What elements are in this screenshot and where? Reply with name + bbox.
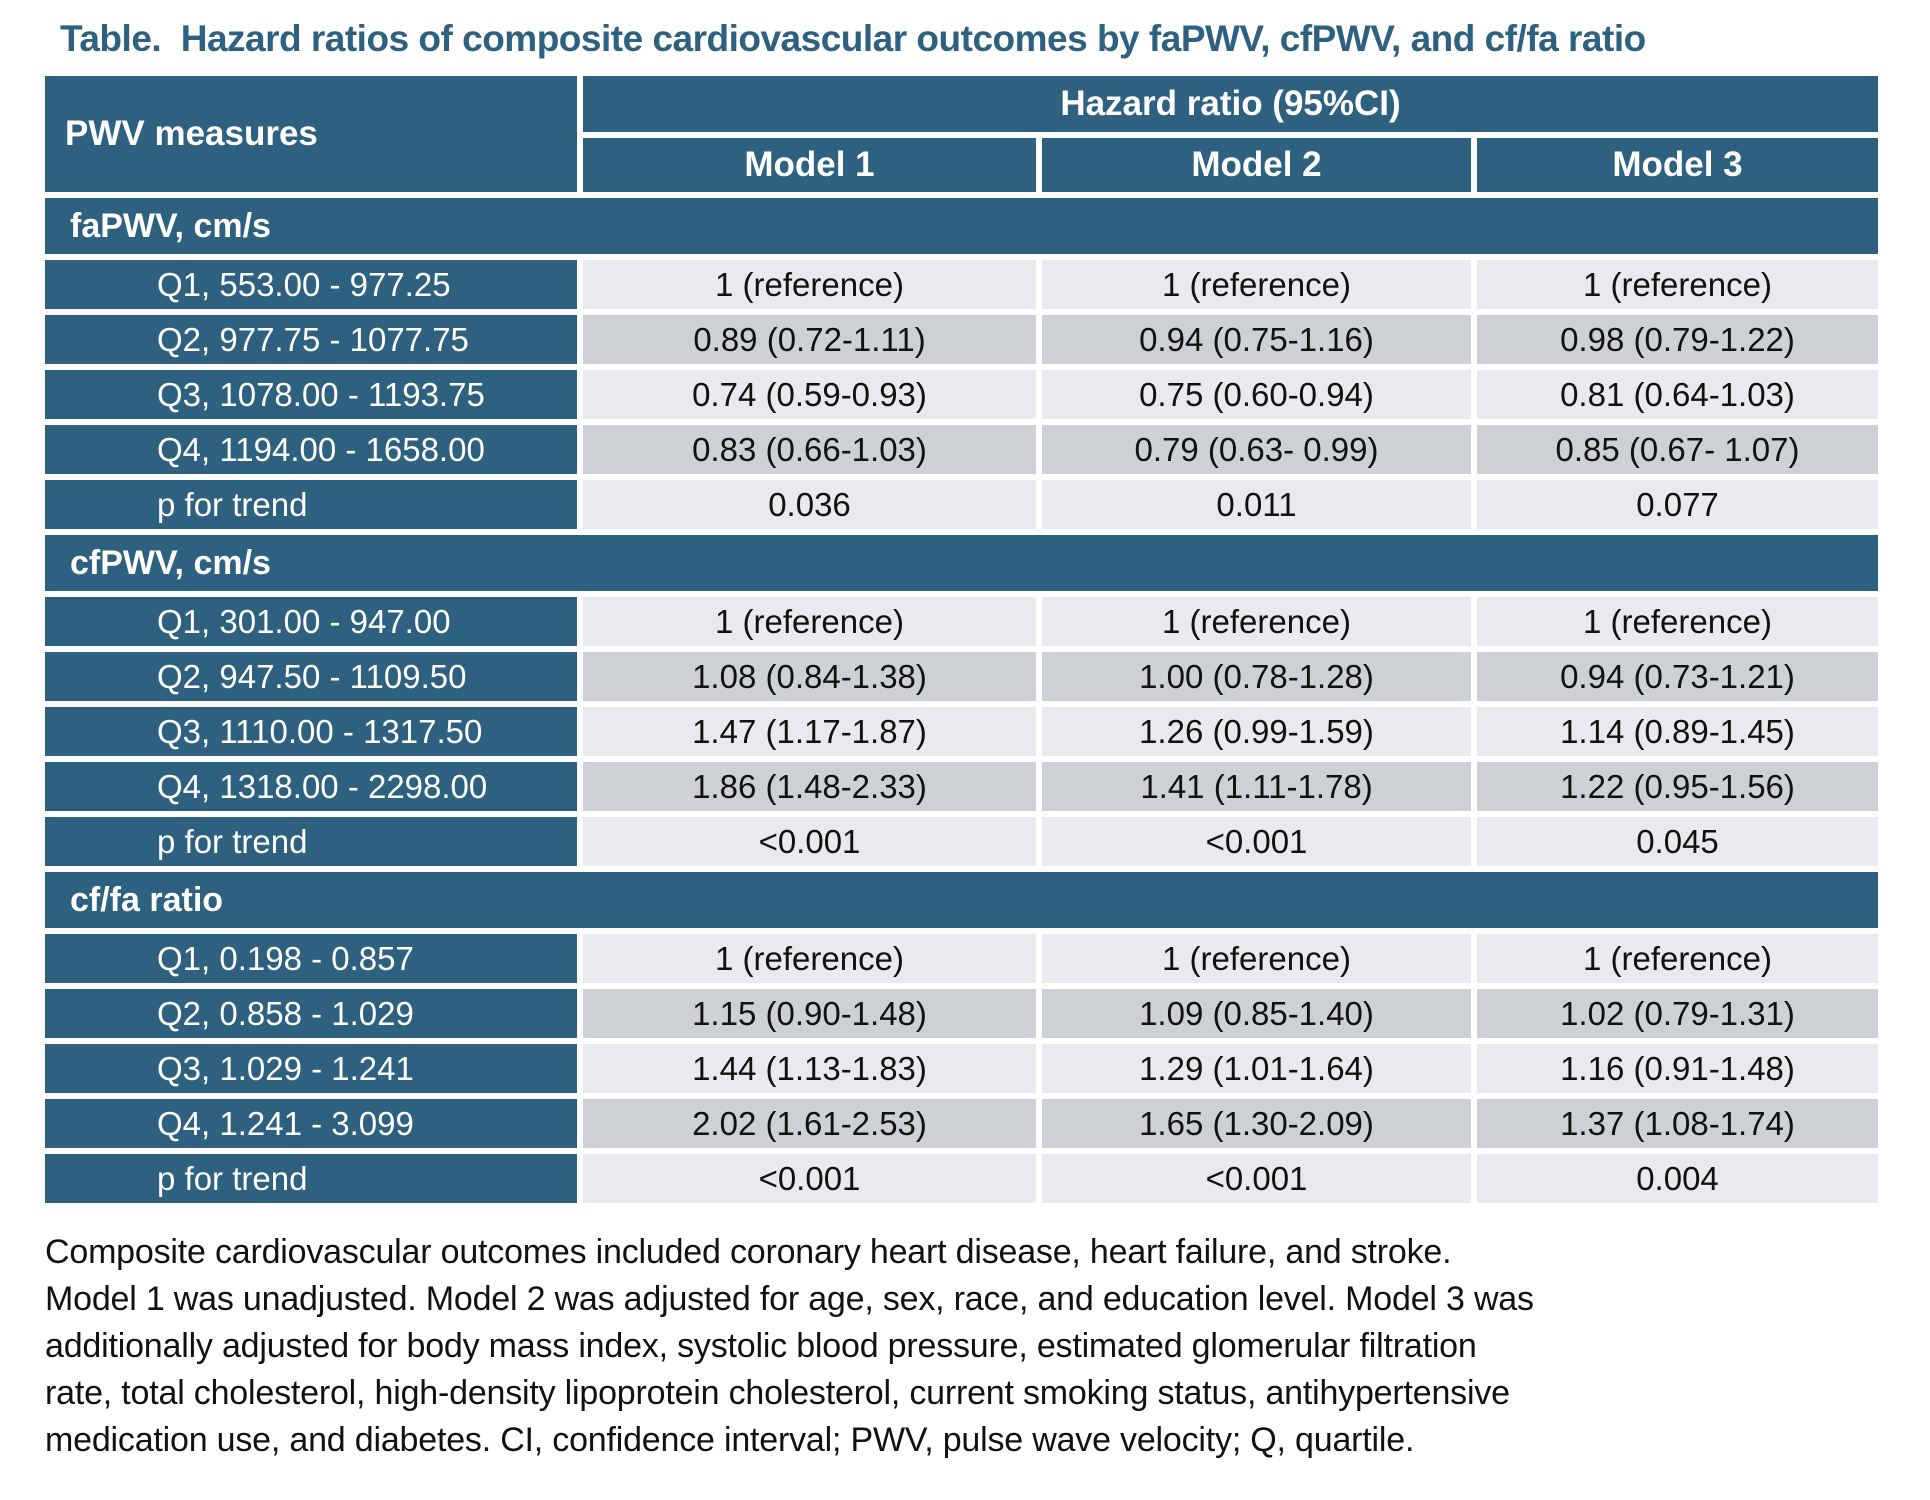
quartile-label: Q4, 1.241 - 3.099	[45, 1099, 577, 1148]
hazard-ratio-value-model-2: <0.001	[1042, 1154, 1471, 1203]
hazard-ratio-value-model-3: 1.22 (0.95-1.56)	[1477, 762, 1878, 811]
hazard-ratio-value-model-2: 0.79 (0.63- 0.99)	[1042, 425, 1471, 474]
hazard-ratio-value-model-3: 0.045	[1477, 817, 1878, 866]
quartile-label: Q2, 977.75 - 1077.75	[45, 315, 577, 364]
footnote-line: Model 1 was unadjusted. Model 2 was adju…	[45, 1280, 1534, 1318]
quartile-label: Q3, 1078.00 - 1193.75	[45, 370, 577, 419]
hazard-ratio-value-model-3: 1 (reference)	[1477, 934, 1878, 983]
quartile-label: Q1, 553.00 - 977.25	[45, 260, 577, 309]
hazard-ratio-value-model-2: 0.011	[1042, 480, 1471, 529]
hazard-ratio-value-model-1: 2.02 (1.61-2.53)	[583, 1099, 1036, 1148]
hazard-ratio-table: PWV measures Hazard ratio (95%CI) Model …	[45, 76, 1878, 1203]
quartile-label: Q2, 947.50 - 1109.50	[45, 652, 577, 701]
hazard-ratio-value-model-2: <0.001	[1042, 817, 1471, 866]
footnote-line: Composite cardiovascular outcomes includ…	[45, 1233, 1452, 1271]
hazard-ratio-value-model-3: 0.81 (0.64-1.03)	[1477, 370, 1878, 419]
hazard-ratio-value-model-3: 0.077	[1477, 480, 1878, 529]
hazard-ratio-value-model-1: 1 (reference)	[583, 597, 1036, 646]
hazard-ratio-value-model-1: 1.15 (0.90-1.48)	[583, 989, 1036, 1038]
quartile-label: Q4, 1318.00 - 2298.00	[45, 762, 577, 811]
hazard-ratio-value-model-3: 0.98 (0.79-1.22)	[1477, 315, 1878, 364]
hazard-ratio-value-model-3: 1.16 (0.91-1.48)	[1477, 1044, 1878, 1093]
hazard-ratio-value-model-3: 1.37 (1.08-1.74)	[1477, 1099, 1878, 1148]
hazard-ratio-value-model-1: 0.83 (0.66-1.03)	[583, 425, 1036, 474]
hazard-ratio-value-model-3: 0.004	[1477, 1154, 1878, 1203]
hazard-ratio-value-model-1: 1 (reference)	[583, 934, 1036, 983]
hazard-ratio-value-model-2: 1.26 (0.99-1.59)	[1042, 707, 1471, 756]
quartile-label: Q3, 1.029 - 1.241	[45, 1044, 577, 1093]
hazard-ratio-value-model-1: 1.47 (1.17-1.87)	[583, 707, 1036, 756]
model-2-header: Model 2	[1042, 138, 1471, 192]
section-header-cf-fa-ratio: cf/fa ratio	[45, 872, 1878, 928]
footnote: Composite cardiovascular outcomes includ…	[45, 1229, 1930, 1464]
hazard-ratio-value-model-3: 1 (reference)	[1477, 597, 1878, 646]
p-for-trend-label: p for trend	[45, 480, 577, 529]
model-1-header: Model 1	[583, 138, 1036, 192]
hazard-ratio-value-model-1: 0.74 (0.59-0.93)	[583, 370, 1036, 419]
hazard-ratio-value-model-2: 1 (reference)	[1042, 260, 1471, 309]
p-for-trend-label: p for trend	[45, 1154, 577, 1203]
hazard-ratio-value-model-1: 1.44 (1.13-1.83)	[583, 1044, 1036, 1093]
hazard-ratio-value-model-2: 1 (reference)	[1042, 934, 1471, 983]
quartile-label: Q3, 1110.00 - 1317.50	[45, 707, 577, 756]
quartile-label: Q1, 0.198 - 0.857	[45, 934, 577, 983]
hazard-ratio-value-model-3: 1 (reference)	[1477, 260, 1878, 309]
footnote-line: medication use, and diabetes. CI, confid…	[45, 1421, 1415, 1459]
model-3-header: Model 3	[1477, 138, 1878, 192]
hazard-ratio-value-model-1: 1.86 (1.48-2.33)	[583, 762, 1036, 811]
hazard-ratio-value-model-2: 0.75 (0.60-0.94)	[1042, 370, 1471, 419]
hazard-ratio-group-header: Hazard ratio (95%CI)	[583, 76, 1878, 132]
hazard-ratio-value-model-2: 1.00 (0.78-1.28)	[1042, 652, 1471, 701]
hazard-ratio-value-model-1: 1 (reference)	[583, 260, 1036, 309]
hazard-ratio-value-model-2: 1.65 (1.30-2.09)	[1042, 1099, 1471, 1148]
quartile-label: Q4, 1194.00 - 1658.00	[45, 425, 577, 474]
hazard-ratio-value-model-1: 0.89 (0.72-1.11)	[583, 315, 1036, 364]
hazard-ratio-value-model-3: 1.02 (0.79-1.31)	[1477, 989, 1878, 1038]
hazard-ratio-value-model-1: 1.08 (0.84-1.38)	[583, 652, 1036, 701]
hazard-ratio-value-model-3: 0.85 (0.67- 1.07)	[1477, 425, 1878, 474]
section-header-fapwv-cm-s: faPWV, cm/s	[45, 198, 1878, 254]
hazard-ratio-value-model-1: 0.036	[583, 480, 1036, 529]
hazard-ratio-value-model-2: 1.09 (0.85-1.40)	[1042, 989, 1471, 1038]
footnote-line: rate, total cholesterol, high-density li…	[45, 1374, 1510, 1412]
p-for-trend-label: p for trend	[45, 817, 577, 866]
quartile-label: Q2, 0.858 - 1.029	[45, 989, 577, 1038]
quartile-label: Q1, 301.00 - 947.00	[45, 597, 577, 646]
hazard-ratio-value-model-2: 1 (reference)	[1042, 597, 1471, 646]
hazard-ratio-value-model-2: 0.94 (0.75-1.16)	[1042, 315, 1471, 364]
hazard-ratio-value-model-1: <0.001	[583, 817, 1036, 866]
footnote-line: additionally adjusted for body mass inde…	[45, 1327, 1477, 1365]
pwv-measures-header: PWV measures	[45, 76, 577, 192]
section-header-cfpwv-cm-s: cfPWV, cm/s	[45, 535, 1878, 591]
hazard-ratio-value-model-2: 1.29 (1.01-1.64)	[1042, 1044, 1471, 1093]
hazard-ratio-value-model-2: 1.41 (1.11-1.78)	[1042, 762, 1471, 811]
hazard-ratio-value-model-3: 1.14 (0.89-1.45)	[1477, 707, 1878, 756]
table-title: Table. Hazard ratios of composite cardio…	[60, 18, 1646, 59]
hazard-ratio-value-model-1: <0.001	[583, 1154, 1036, 1203]
hazard-ratio-value-model-3: 0.94 (0.73-1.21)	[1477, 652, 1878, 701]
